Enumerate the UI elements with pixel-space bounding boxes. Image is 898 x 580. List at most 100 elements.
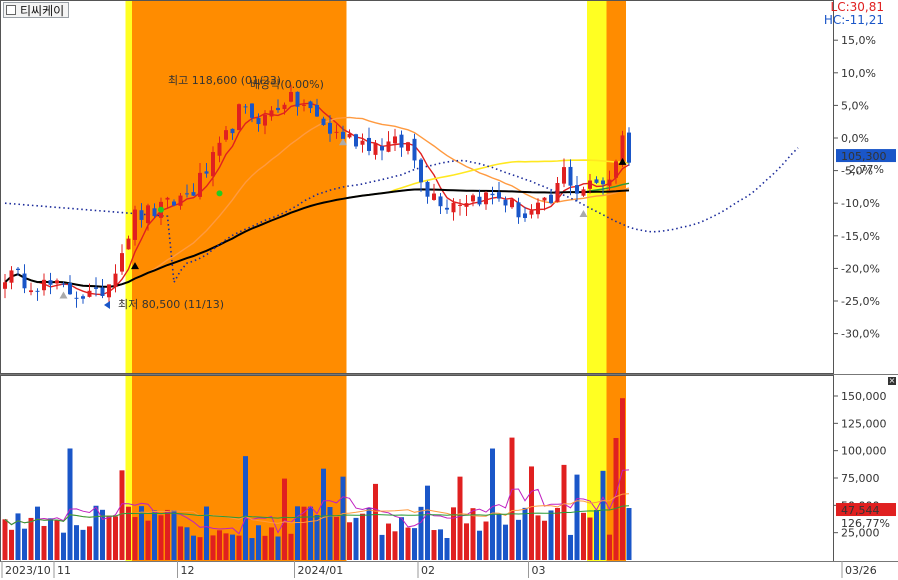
volume-bar[interactable] (48, 518, 53, 560)
volume-bar[interactable] (178, 526, 183, 560)
candle-body[interactable] (536, 202, 540, 215)
volume-bar[interactable] (587, 517, 593, 560)
volume-bar[interactable] (444, 537, 450, 560)
stock-title-tab[interactable]: 티씨케이 (3, 2, 70, 18)
volume-bar[interactable] (230, 534, 235, 560)
volume-bar[interactable] (574, 474, 580, 560)
candle-body[interactable] (432, 193, 436, 200)
volume-bar[interactable] (360, 513, 365, 560)
checkbox-icon[interactable] (6, 5, 16, 15)
candle-body[interactable] (269, 110, 274, 117)
candle-body[interactable] (497, 192, 501, 199)
candle-body[interactable] (607, 179, 612, 186)
candle-body[interactable] (627, 132, 631, 163)
candle-body[interactable] (152, 208, 157, 217)
volume-bar[interactable] (35, 506, 40, 560)
candle-body[interactable] (61, 283, 66, 285)
candle-body[interactable] (347, 133, 352, 138)
candle-body[interactable] (471, 195, 475, 202)
volume-bar[interactable] (568, 534, 573, 560)
candle-body[interactable] (217, 142, 222, 156)
volume-bar[interactable] (620, 398, 625, 560)
candle-body[interactable] (94, 287, 98, 289)
candle-body[interactable] (146, 205, 150, 224)
volume-bar[interactable] (613, 437, 619, 560)
volume-bar[interactable] (509, 437, 515, 560)
candle-body[interactable] (198, 172, 202, 197)
candle-body[interactable] (22, 273, 27, 289)
volume-bar[interactable] (477, 530, 482, 560)
volume-bar[interactable] (61, 532, 66, 560)
candle-body[interactable] (575, 185, 579, 194)
candle-body[interactable] (360, 140, 365, 145)
volume-bar[interactable] (197, 537, 203, 560)
candle-body[interactable] (29, 290, 33, 293)
volume-bar[interactable] (28, 517, 34, 560)
candle-body[interactable] (458, 204, 462, 206)
candle-body[interactable] (373, 143, 378, 155)
volume-bar[interactable] (158, 515, 164, 560)
candle-body[interactable] (341, 131, 345, 140)
candle-body[interactable] (16, 268, 20, 271)
volume-bar[interactable] (535, 515, 541, 560)
volume-bar[interactable] (496, 514, 502, 560)
candle-body[interactable] (113, 273, 118, 288)
candle-body[interactable] (224, 130, 228, 140)
volume-bar[interactable] (165, 509, 170, 560)
volume-bar[interactable] (503, 524, 508, 560)
volume-bar[interactable] (399, 517, 404, 560)
volume-bar[interactable] (522, 507, 528, 560)
candle-body[interactable] (243, 106, 248, 108)
volume-bar[interactable] (15, 513, 21, 560)
volume-bar[interactable] (340, 476, 346, 560)
volume-bar[interactable] (41, 525, 47, 560)
volume-bar[interactable] (2, 519, 8, 560)
volume-bar[interactable] (490, 448, 495, 560)
candle-body[interactable] (263, 114, 267, 126)
candle-body[interactable] (425, 181, 430, 197)
candle-body[interactable] (237, 104, 241, 131)
candle-body[interactable] (620, 135, 625, 165)
candle-body[interactable] (191, 192, 196, 196)
candle-body[interactable] (35, 290, 40, 292)
candle-body[interactable] (107, 284, 111, 298)
volume-bar[interactable] (171, 510, 177, 560)
candle-body[interactable] (484, 192, 488, 205)
candle-body[interactable] (211, 152, 215, 177)
volume-bar[interactable] (626, 508, 632, 560)
volume-bar[interactable] (366, 507, 372, 560)
candle-body[interactable] (588, 180, 592, 189)
volume-bar[interactable] (516, 519, 521, 560)
candle-body[interactable] (172, 201, 176, 206)
candle-body[interactable] (120, 253, 124, 272)
volume-bar[interactable] (269, 527, 274, 560)
volume-bar[interactable] (74, 525, 79, 560)
volume-bar[interactable] (275, 536, 281, 560)
volume-bar[interactable] (210, 535, 216, 560)
volume-bar[interactable] (594, 509, 599, 560)
candle-body[interactable] (282, 104, 287, 110)
candle-body[interactable] (308, 101, 313, 109)
candle-body[interactable] (412, 138, 417, 161)
candle-body[interactable] (230, 128, 235, 134)
volume-bar[interactable] (295, 506, 300, 560)
volume-bar[interactable] (282, 478, 287, 560)
candle-body[interactable] (139, 210, 144, 220)
volume-bar[interactable] (126, 506, 131, 560)
candle-body[interactable] (490, 193, 495, 196)
volume-bar[interactable] (379, 534, 385, 560)
candle-body[interactable] (614, 161, 618, 178)
volume-bar[interactable] (405, 527, 411, 560)
volume-bar[interactable] (67, 448, 73, 560)
volume-bar[interactable] (80, 529, 86, 560)
candle-body[interactable] (276, 107, 280, 111)
volume-bar[interactable] (457, 476, 463, 560)
candle-body[interactable] (68, 282, 72, 295)
candle-body[interactable] (185, 193, 189, 195)
volume-bar[interactable] (386, 523, 391, 560)
volume-bar[interactable] (243, 456, 248, 560)
volume-bar[interactable] (145, 520, 151, 560)
candle-body[interactable] (549, 194, 553, 204)
candle-body[interactable] (100, 287, 105, 296)
candle-body[interactable] (542, 197, 547, 201)
